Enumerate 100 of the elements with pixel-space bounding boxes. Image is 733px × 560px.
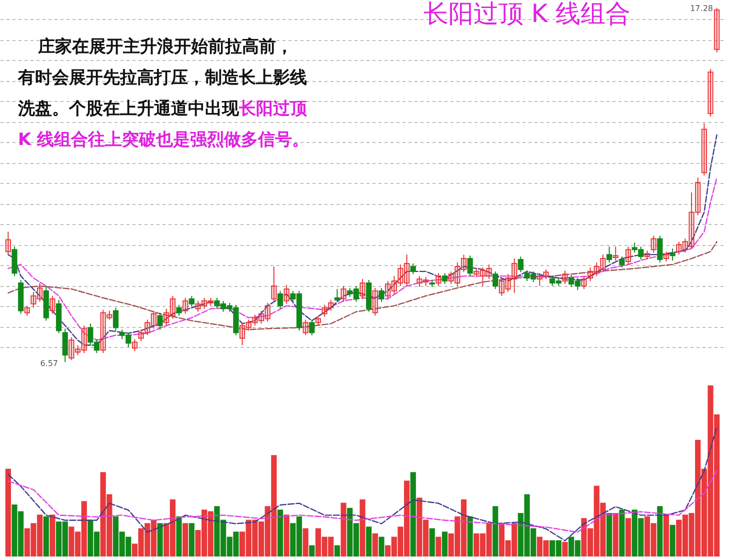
candlestick <box>12 246 18 277</box>
bar <box>436 536 442 556</box>
candlestick <box>442 272 448 284</box>
candlestick <box>619 256 625 268</box>
bar <box>429 528 435 556</box>
candlestick <box>714 8 720 53</box>
candlestick <box>682 238 688 254</box>
bar <box>612 512 618 556</box>
bar <box>663 514 670 556</box>
candlestick <box>398 264 404 286</box>
candlestick <box>5 231 11 256</box>
candlestick <box>536 272 542 286</box>
candlestick <box>448 270 454 284</box>
candlestick <box>594 262 600 277</box>
candlestick <box>644 250 650 260</box>
bar <box>182 523 188 556</box>
candlestick <box>372 287 378 316</box>
candlestick <box>309 319 315 336</box>
annotation: 有时会展开先拉高打压，制造长上影线 <box>17 68 307 88</box>
candlestick <box>650 235 656 254</box>
candlestick <box>252 314 258 326</box>
candlestick <box>688 192 694 250</box>
candlestick <box>100 309 106 354</box>
bar <box>157 523 163 556</box>
candlestick <box>170 295 176 320</box>
candlestick <box>24 305 30 316</box>
candlestick <box>62 328 68 362</box>
bar <box>606 512 612 556</box>
annotation: K 线组合往上突破也是强烈做多信号。 <box>18 130 310 150</box>
candlestick <box>150 310 156 330</box>
annotation: 17.28 <box>690 4 713 13</box>
candlestick <box>202 297 208 310</box>
candlestick <box>340 285 346 302</box>
bar <box>670 524 676 556</box>
candlestick <box>277 290 284 310</box>
bar <box>657 506 663 556</box>
candlestick <box>176 304 182 316</box>
candlestick <box>467 255 473 277</box>
candlestick <box>480 266 486 286</box>
candlestick <box>486 264 492 280</box>
candlestick <box>410 263 416 275</box>
candlestick <box>460 254 467 273</box>
candlestick <box>600 254 606 273</box>
candlestick <box>315 315 322 326</box>
candlestick <box>670 248 676 262</box>
candlestick <box>581 276 587 290</box>
bar <box>619 510 625 556</box>
candlestick <box>663 251 670 262</box>
bar <box>50 514 56 556</box>
candlestick <box>612 246 618 262</box>
bar <box>340 502 346 556</box>
candlestick <box>144 319 150 336</box>
candlestick <box>492 270 498 290</box>
candlestick <box>505 274 511 292</box>
bar <box>442 532 448 556</box>
candlestick <box>587 266 594 282</box>
candlestick <box>208 297 214 306</box>
bar <box>302 528 308 556</box>
candlestick <box>454 262 460 286</box>
candlestick <box>625 246 632 265</box>
bar <box>43 516 49 556</box>
candlestick <box>50 295 56 314</box>
candlestick <box>138 329 144 342</box>
bar <box>176 516 182 556</box>
candlestick <box>258 310 264 324</box>
candlestick <box>676 241 682 256</box>
chart-title: 长阳过顶 K 线组合 <box>423 0 631 28</box>
candlestick <box>164 308 170 326</box>
candlestick <box>657 235 663 264</box>
candlestick <box>246 319 252 332</box>
bar <box>309 545 315 556</box>
candlestick <box>416 276 422 288</box>
candlestick <box>37 282 43 302</box>
candlestick <box>378 287 384 302</box>
candlestick <box>695 177 701 216</box>
candlestick <box>264 302 270 322</box>
candlestick <box>132 338 138 352</box>
candlestick <box>30 291 36 308</box>
annotation: 洗盘。个股在上升通道中出现 <box>17 99 240 119</box>
candlestick <box>322 304 328 318</box>
candlestick <box>474 268 480 278</box>
candlestick <box>518 256 524 273</box>
bar <box>378 536 384 556</box>
candlestick <box>562 270 568 284</box>
bar <box>5 468 11 556</box>
candlestick <box>385 280 391 300</box>
candlestick <box>422 276 429 286</box>
candlestick <box>404 254 410 286</box>
candlestick <box>512 258 518 294</box>
annotation: 庄家在展开主升浪开始前拉高前， <box>37 37 293 57</box>
candlestick <box>302 319 308 336</box>
candlestick <box>334 288 340 302</box>
bar <box>284 514 290 556</box>
candlestick <box>112 307 119 332</box>
annotation: 长阳过顶 <box>238 99 308 119</box>
candlestick <box>182 297 188 314</box>
candlestick <box>360 278 366 300</box>
candlestick <box>328 299 334 312</box>
candlestick <box>436 272 442 286</box>
candlestick <box>701 122 707 176</box>
